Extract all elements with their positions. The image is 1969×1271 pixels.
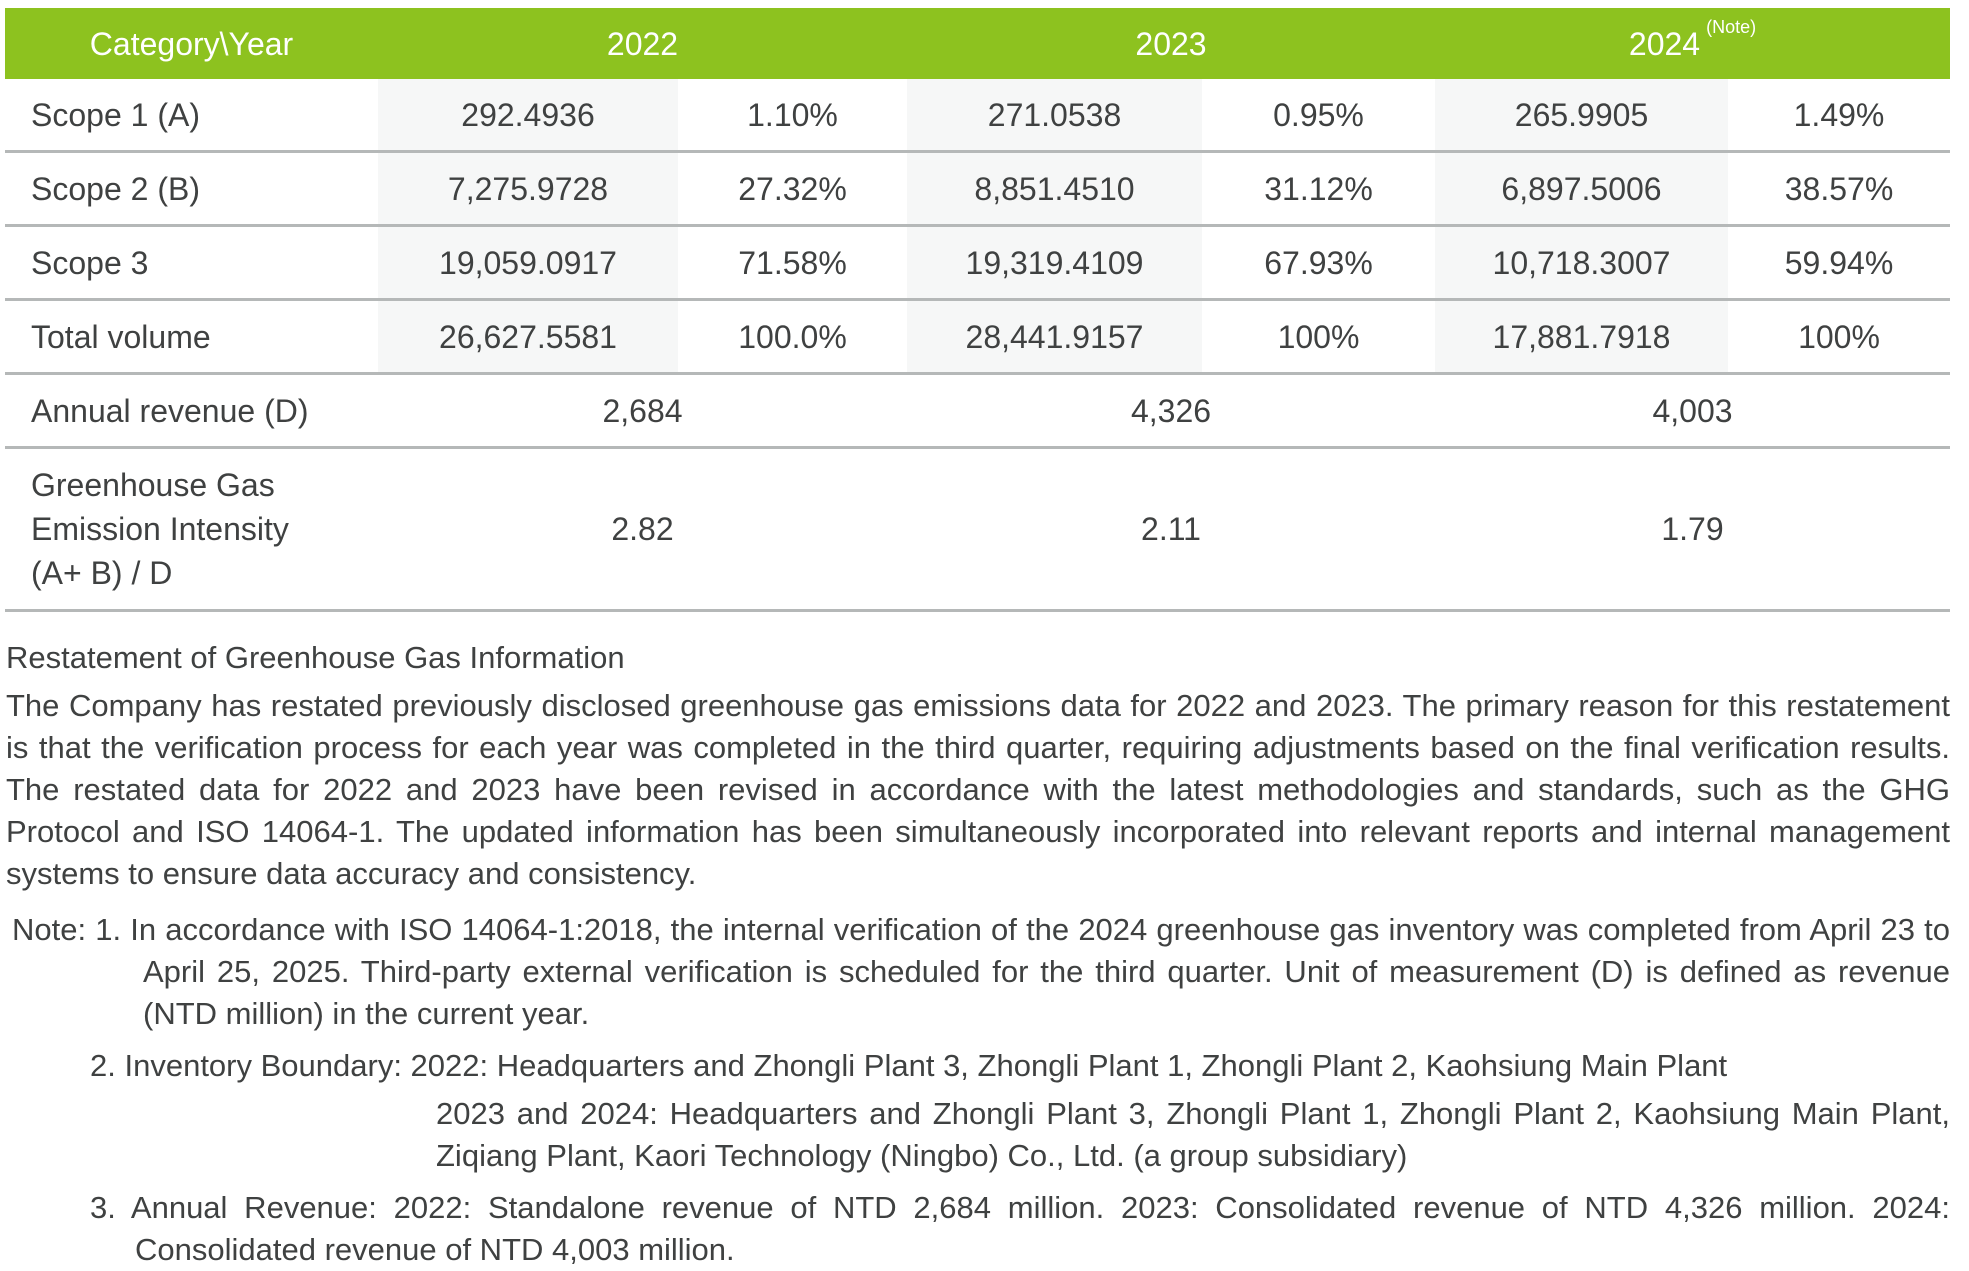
scope2-2022-value: 7,275.9728: [378, 153, 678, 224]
row-label-scope2: Scope 2 (B): [31, 170, 200, 207]
scope3-2022-percent: 71.58%: [738, 244, 847, 281]
scope2-2024-value: 6,897.5006: [1435, 153, 1728, 224]
annual-revenue-2023: 4,326: [1130, 392, 1212, 429]
annual-revenue-2024: 4,003: [1652, 392, 1733, 429]
note-3-number: 3.: [90, 1190, 116, 1225]
year-2022-label: 2022: [606, 25, 679, 62]
scope1-2023-percent: 0.95%: [1273, 96, 1364, 133]
scope3-2024-value: 10,718.3007: [1435, 227, 1728, 298]
scope1-2024-value: 265.9905: [1435, 79, 1728, 150]
total-2024-value: 17,881.7918: [1435, 301, 1728, 372]
total-2024-percent: 100%: [1798, 318, 1880, 355]
scope3-2024-percent: 59.94%: [1784, 244, 1894, 281]
table-row-scope2: Scope 2 (B) 7,275.9728 27.32% 8,851.4510…: [5, 153, 1950, 227]
table-header-row: Category\Year 2022 2023 2024 (Note): [5, 8, 1950, 79]
note-2-continuation: 2023 and 2024: Headquarters and Zhongli …: [436, 1096, 1950, 1173]
scope3-2023-value: 19,319.4109: [907, 227, 1202, 298]
note-2-number: 2.: [90, 1048, 116, 1083]
scope3-2022-value: 19,059.0917: [378, 227, 678, 298]
note-2-text: Inventory Boundary: 2022: Headquarters a…: [124, 1048, 1728, 1083]
intensity-2024: 1.79: [1661, 511, 1724, 547]
intensity-2023: 2.11: [1141, 511, 1201, 547]
scope2-2022-percent: 27.32%: [738, 170, 847, 207]
header-year-2023: 2023: [907, 8, 1435, 79]
header-year-2022: 2022: [378, 8, 907, 79]
restatement-heading: Restatement of Greenhouse Gas Informatio…: [6, 640, 625, 675]
total-2022-value: 26,627.5581: [378, 301, 678, 372]
note-1-text: In accordance with ISO 14064-1:2018, the…: [130, 912, 1950, 1031]
table-row-scope3: Scope 3 19,059.0917 71.58% 19,319.4109 6…: [5, 227, 1950, 301]
ghg-emissions-table: Category\Year 2022 2023 2024 (Note) Scop…: [5, 8, 1950, 612]
scope2-2024-percent: 38.57%: [1784, 170, 1894, 207]
restatement-paragraph: The Company has restated previously disc…: [6, 688, 1950, 891]
table-row-emission-intensity: Greenhouse Gas Emission Intensity (A+ B)…: [5, 449, 1950, 612]
row-label-total: Total volume: [31, 318, 211, 355]
scope1-2023-value: 271.0538: [907, 79, 1202, 150]
table-row-total-volume: Total volume 26,627.5581 100.0% 28,441.9…: [5, 301, 1950, 375]
table-row-scope1: Scope 1 (A) 292.4936 1.10% 271.0538 0.95…: [5, 79, 1950, 153]
note-3: 3. Annual Revenue: 2022: Standalone reve…: [6, 1187, 1950, 1271]
scope2-2023-percent: 31.12%: [1264, 170, 1373, 207]
year-2024-label: 2024: [1628, 25, 1701, 62]
ghg-report-page: Category\Year 2022 2023 2024 (Note) Scop…: [0, 8, 1969, 1271]
annual-revenue-2022: 2,684: [602, 392, 683, 429]
note-superscript: (Note): [1706, 17, 1757, 37]
note-1: Note: 1. In accordance with ISO 14064-1:…: [6, 909, 1950, 1035]
scope1-2022-value: 292.4936: [378, 79, 678, 150]
header-category-year: Category\Year: [89, 25, 294, 62]
note-3-text: Annual Revenue: 2022: Standalone revenue…: [130, 1190, 1950, 1267]
row-label-emission-intensity: Greenhouse Gas Emission Intensity (A+ B)…: [31, 467, 289, 591]
scope1-2022-percent: 1.10%: [747, 96, 838, 133]
header-year-2024: 2024 (Note): [1435, 8, 1950, 79]
scope2-2023-value: 8,851.4510: [907, 153, 1202, 224]
note-label: Note:: [12, 912, 87, 947]
restatement-section: Restatement of Greenhouse Gas Informatio…: [0, 612, 1969, 1271]
row-label-scope3: Scope 3: [31, 244, 149, 281]
note-1-number: 1.: [95, 912, 122, 947]
year-2023-label: 2023: [1135, 25, 1207, 62]
total-2022-percent: 100.0%: [738, 318, 847, 355]
total-2023-value: 28,441.9157: [907, 301, 1202, 372]
note-2: 2. Inventory Boundary: 2022: Headquarter…: [6, 1045, 1950, 1087]
intensity-2022: 2.82: [611, 511, 674, 547]
scope1-2024-percent: 1.49%: [1793, 96, 1885, 133]
total-2023-percent: 100%: [1277, 318, 1360, 355]
row-label-scope1: Scope 1 (A): [31, 96, 200, 133]
scope3-2023-percent: 67.93%: [1264, 244, 1373, 281]
row-label-annual-revenue: Annual revenue (D): [31, 392, 309, 429]
table-row-annual-revenue: Annual revenue (D) 2,684 4,326 4,003: [5, 375, 1950, 449]
